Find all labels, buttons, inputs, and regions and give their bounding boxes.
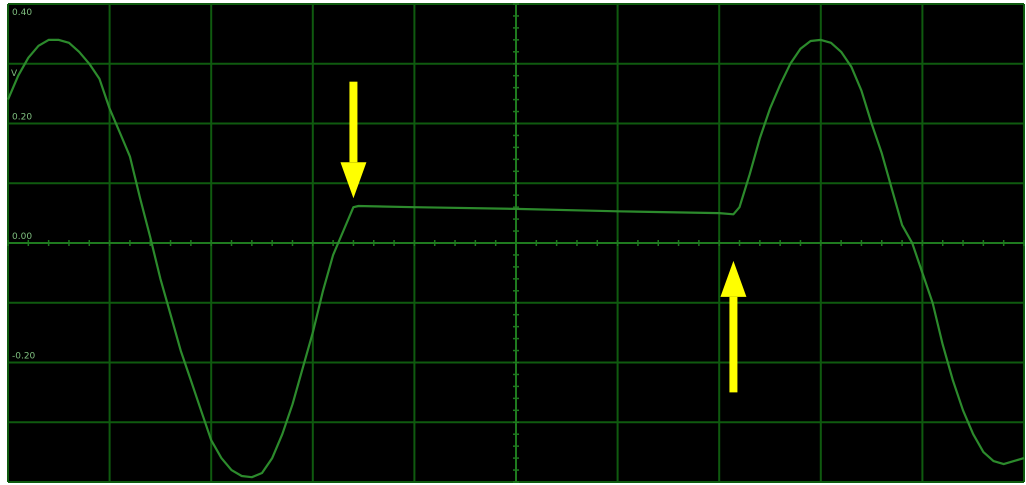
- signal-trace: [6, 38, 1025, 479]
- arrow-up-icon: [720, 260, 747, 393]
- y-tick-label: 0.00: [12, 232, 32, 242]
- y-tick-labels: 0.40 0.20 0.00 -0.20: [12, 8, 36, 362]
- y-tick-label: 0.20: [12, 113, 32, 123]
- annotations: [340, 81, 747, 393]
- y-unit-label: V: [11, 69, 18, 79]
- y-tick-label: -0.20: [12, 352, 36, 362]
- arrow-down-icon: [340, 81, 367, 199]
- grid: [7, 3, 1025, 483]
- y-tick-label: 0.40: [12, 8, 32, 18]
